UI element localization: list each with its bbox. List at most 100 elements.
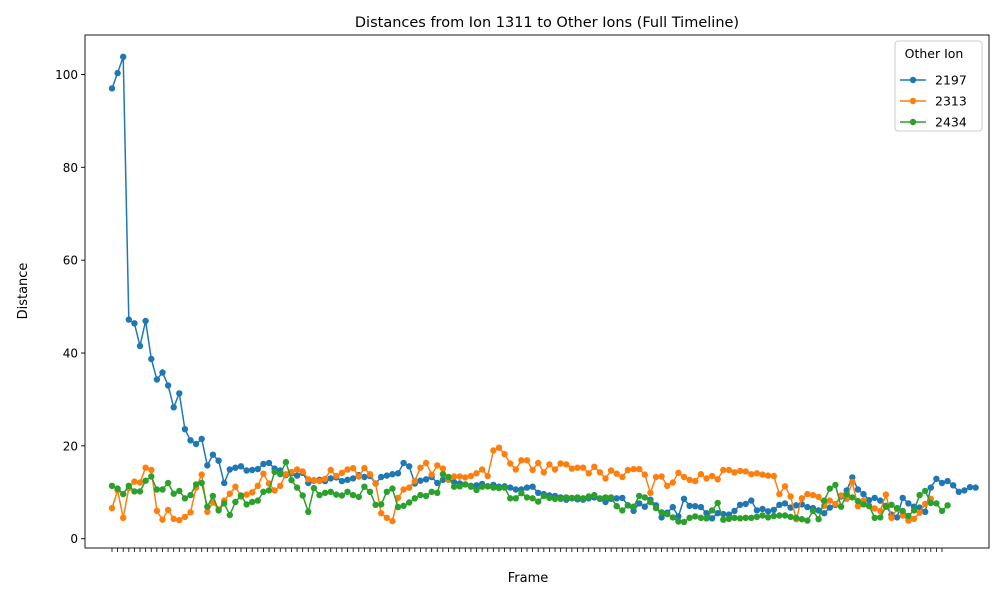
data-point bbox=[456, 473, 463, 480]
series-line bbox=[111, 56, 976, 520]
data-point bbox=[535, 498, 542, 505]
data-point bbox=[204, 508, 211, 515]
data-point bbox=[798, 516, 805, 523]
data-point bbox=[703, 475, 710, 482]
data-point bbox=[636, 465, 643, 473]
data-point bbox=[809, 491, 817, 499]
series-layer bbox=[108, 53, 979, 526]
data-point bbox=[725, 466, 733, 474]
data-point bbox=[658, 514, 665, 521]
data-point bbox=[232, 498, 239, 506]
data-point bbox=[619, 494, 626, 502]
data-point bbox=[781, 512, 789, 519]
data-point bbox=[254, 497, 261, 504]
data-point bbox=[877, 507, 884, 515]
data-point bbox=[478, 466, 486, 473]
series-2197 bbox=[108, 53, 979, 522]
y-tick-label: 80 bbox=[63, 161, 78, 175]
data-point bbox=[349, 491, 357, 499]
data-point bbox=[854, 503, 862, 510]
data-point bbox=[260, 470, 267, 477]
data-point bbox=[176, 516, 183, 524]
data-point bbox=[826, 485, 833, 492]
data-point bbox=[759, 505, 766, 513]
data-point bbox=[456, 483, 463, 490]
data-point bbox=[613, 470, 620, 477]
data-point bbox=[344, 466, 351, 473]
data-point bbox=[316, 477, 323, 485]
data-point bbox=[215, 507, 222, 514]
data-point bbox=[204, 503, 211, 510]
data-point bbox=[759, 471, 766, 478]
data-point bbox=[237, 492, 245, 499]
data-point bbox=[282, 471, 290, 478]
data-point bbox=[865, 497, 873, 504]
data-point bbox=[613, 495, 620, 502]
data-point bbox=[501, 451, 508, 458]
data-point bbox=[349, 464, 357, 472]
data-point bbox=[523, 484, 531, 491]
data-point bbox=[933, 475, 940, 482]
data-point bbox=[697, 471, 705, 478]
data-point bbox=[742, 468, 749, 475]
data-point bbox=[282, 458, 290, 466]
data-point bbox=[680, 495, 688, 502]
data-point bbox=[176, 390, 183, 397]
legend: Other Ion 2197 2313 2434 bbox=[894, 40, 983, 132]
y-tick-label: 60 bbox=[63, 254, 78, 268]
data-point bbox=[602, 475, 609, 482]
data-point bbox=[736, 515, 744, 522]
data-point bbox=[596, 469, 604, 476]
data-point bbox=[764, 514, 772, 521]
legend-label: 2197 bbox=[935, 73, 967, 88]
data-point bbox=[512, 486, 519, 493]
data-point bbox=[602, 498, 609, 506]
data-point bbox=[344, 476, 351, 483]
data-point bbox=[703, 515, 710, 522]
data-point bbox=[776, 501, 783, 508]
data-point bbox=[877, 514, 884, 521]
data-point bbox=[899, 494, 906, 502]
data-point bbox=[770, 506, 777, 514]
data-point bbox=[692, 477, 699, 485]
data-point bbox=[647, 489, 654, 496]
data-point bbox=[540, 492, 547, 500]
data-point bbox=[658, 473, 665, 480]
data-point bbox=[770, 472, 777, 480]
data-point bbox=[669, 503, 676, 511]
y-axis-label: Distance bbox=[16, 263, 31, 320]
data-point bbox=[523, 494, 531, 501]
data-point bbox=[944, 502, 951, 509]
data-point bbox=[585, 493, 592, 500]
data-point bbox=[720, 466, 727, 474]
data-point bbox=[529, 495, 536, 502]
data-point bbox=[804, 490, 811, 498]
data-point bbox=[854, 497, 862, 505]
data-point bbox=[243, 491, 250, 498]
data-point bbox=[692, 513, 699, 520]
data-point bbox=[686, 502, 693, 509]
data-point bbox=[899, 512, 906, 519]
data-point bbox=[764, 508, 772, 515]
data-point bbox=[619, 473, 626, 481]
data-point bbox=[793, 514, 800, 521]
legend-swatch-marker bbox=[909, 76, 917, 84]
data-point bbox=[187, 491, 194, 499]
data-point bbox=[187, 437, 194, 444]
data-point bbox=[647, 498, 654, 506]
data-point bbox=[215, 457, 222, 464]
data-point bbox=[624, 502, 632, 509]
data-point bbox=[293, 484, 301, 491]
data-point bbox=[428, 471, 435, 478]
x-axis bbox=[111, 548, 943, 552]
data-point bbox=[372, 480, 379, 487]
data-point bbox=[815, 493, 822, 501]
data-point bbox=[624, 466, 632, 474]
data-point bbox=[249, 466, 256, 474]
data-point bbox=[417, 464, 424, 471]
chart-title: Distances from Ion 1311 to Other Ions (F… bbox=[355, 15, 739, 31]
data-point bbox=[383, 472, 390, 479]
data-point bbox=[170, 404, 177, 411]
data-point bbox=[507, 495, 514, 502]
data-point bbox=[955, 488, 962, 495]
